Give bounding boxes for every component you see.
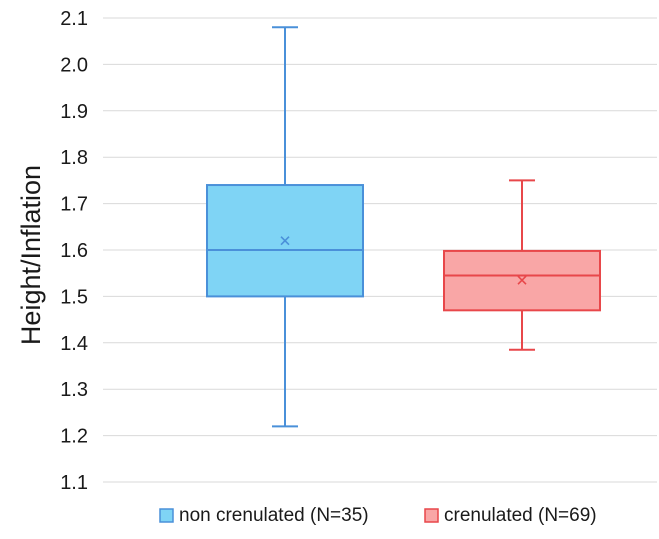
- box-series: [206, 26, 601, 428]
- mean-marker: [517, 275, 527, 285]
- y-tick-label: 1.5: [60, 286, 88, 308]
- grid-lines: [103, 17, 657, 483]
- y-tick-label: 1.3: [60, 379, 88, 401]
- legend-swatch: [159, 508, 174, 523]
- legend-label: non crenulated (N=35): [179, 505, 369, 526]
- mean-marker: [280, 236, 290, 246]
- legend-label: crenulated (N=69): [444, 505, 597, 526]
- y-tick-label: 1.2: [60, 426, 88, 448]
- y-tick-label: 2.1: [60, 8, 88, 30]
- y-tick-label: 1.9: [60, 101, 88, 123]
- y-tick-label: 1.7: [60, 194, 88, 216]
- y-axis-ticks: 1.1 1.2 1.3 1.4 1.5 1.6 1.7 1.8 1.9 2.0 2.1: [60, 8, 88, 494]
- legend-swatch: [424, 508, 439, 523]
- y-axis-label: Height/Inflation: [16, 165, 46, 345]
- box-group: [443, 179, 601, 351]
- y-tick-label: 1.8: [60, 147, 88, 169]
- y-tick-label: 2.0: [60, 54, 88, 76]
- y-tick-label: 1.1: [60, 472, 88, 494]
- y-tick-label: 1.4: [60, 333, 88, 355]
- y-tick-label: 1.6: [60, 240, 88, 262]
- box-group: [206, 26, 364, 428]
- legend-item: non crenulated (N=35): [159, 505, 369, 526]
- box-iqr: [443, 249, 601, 312]
- legend-item: crenulated (N=69): [424, 505, 597, 526]
- legend: non crenulated (N=35) crenulated (N=69): [159, 505, 597, 526]
